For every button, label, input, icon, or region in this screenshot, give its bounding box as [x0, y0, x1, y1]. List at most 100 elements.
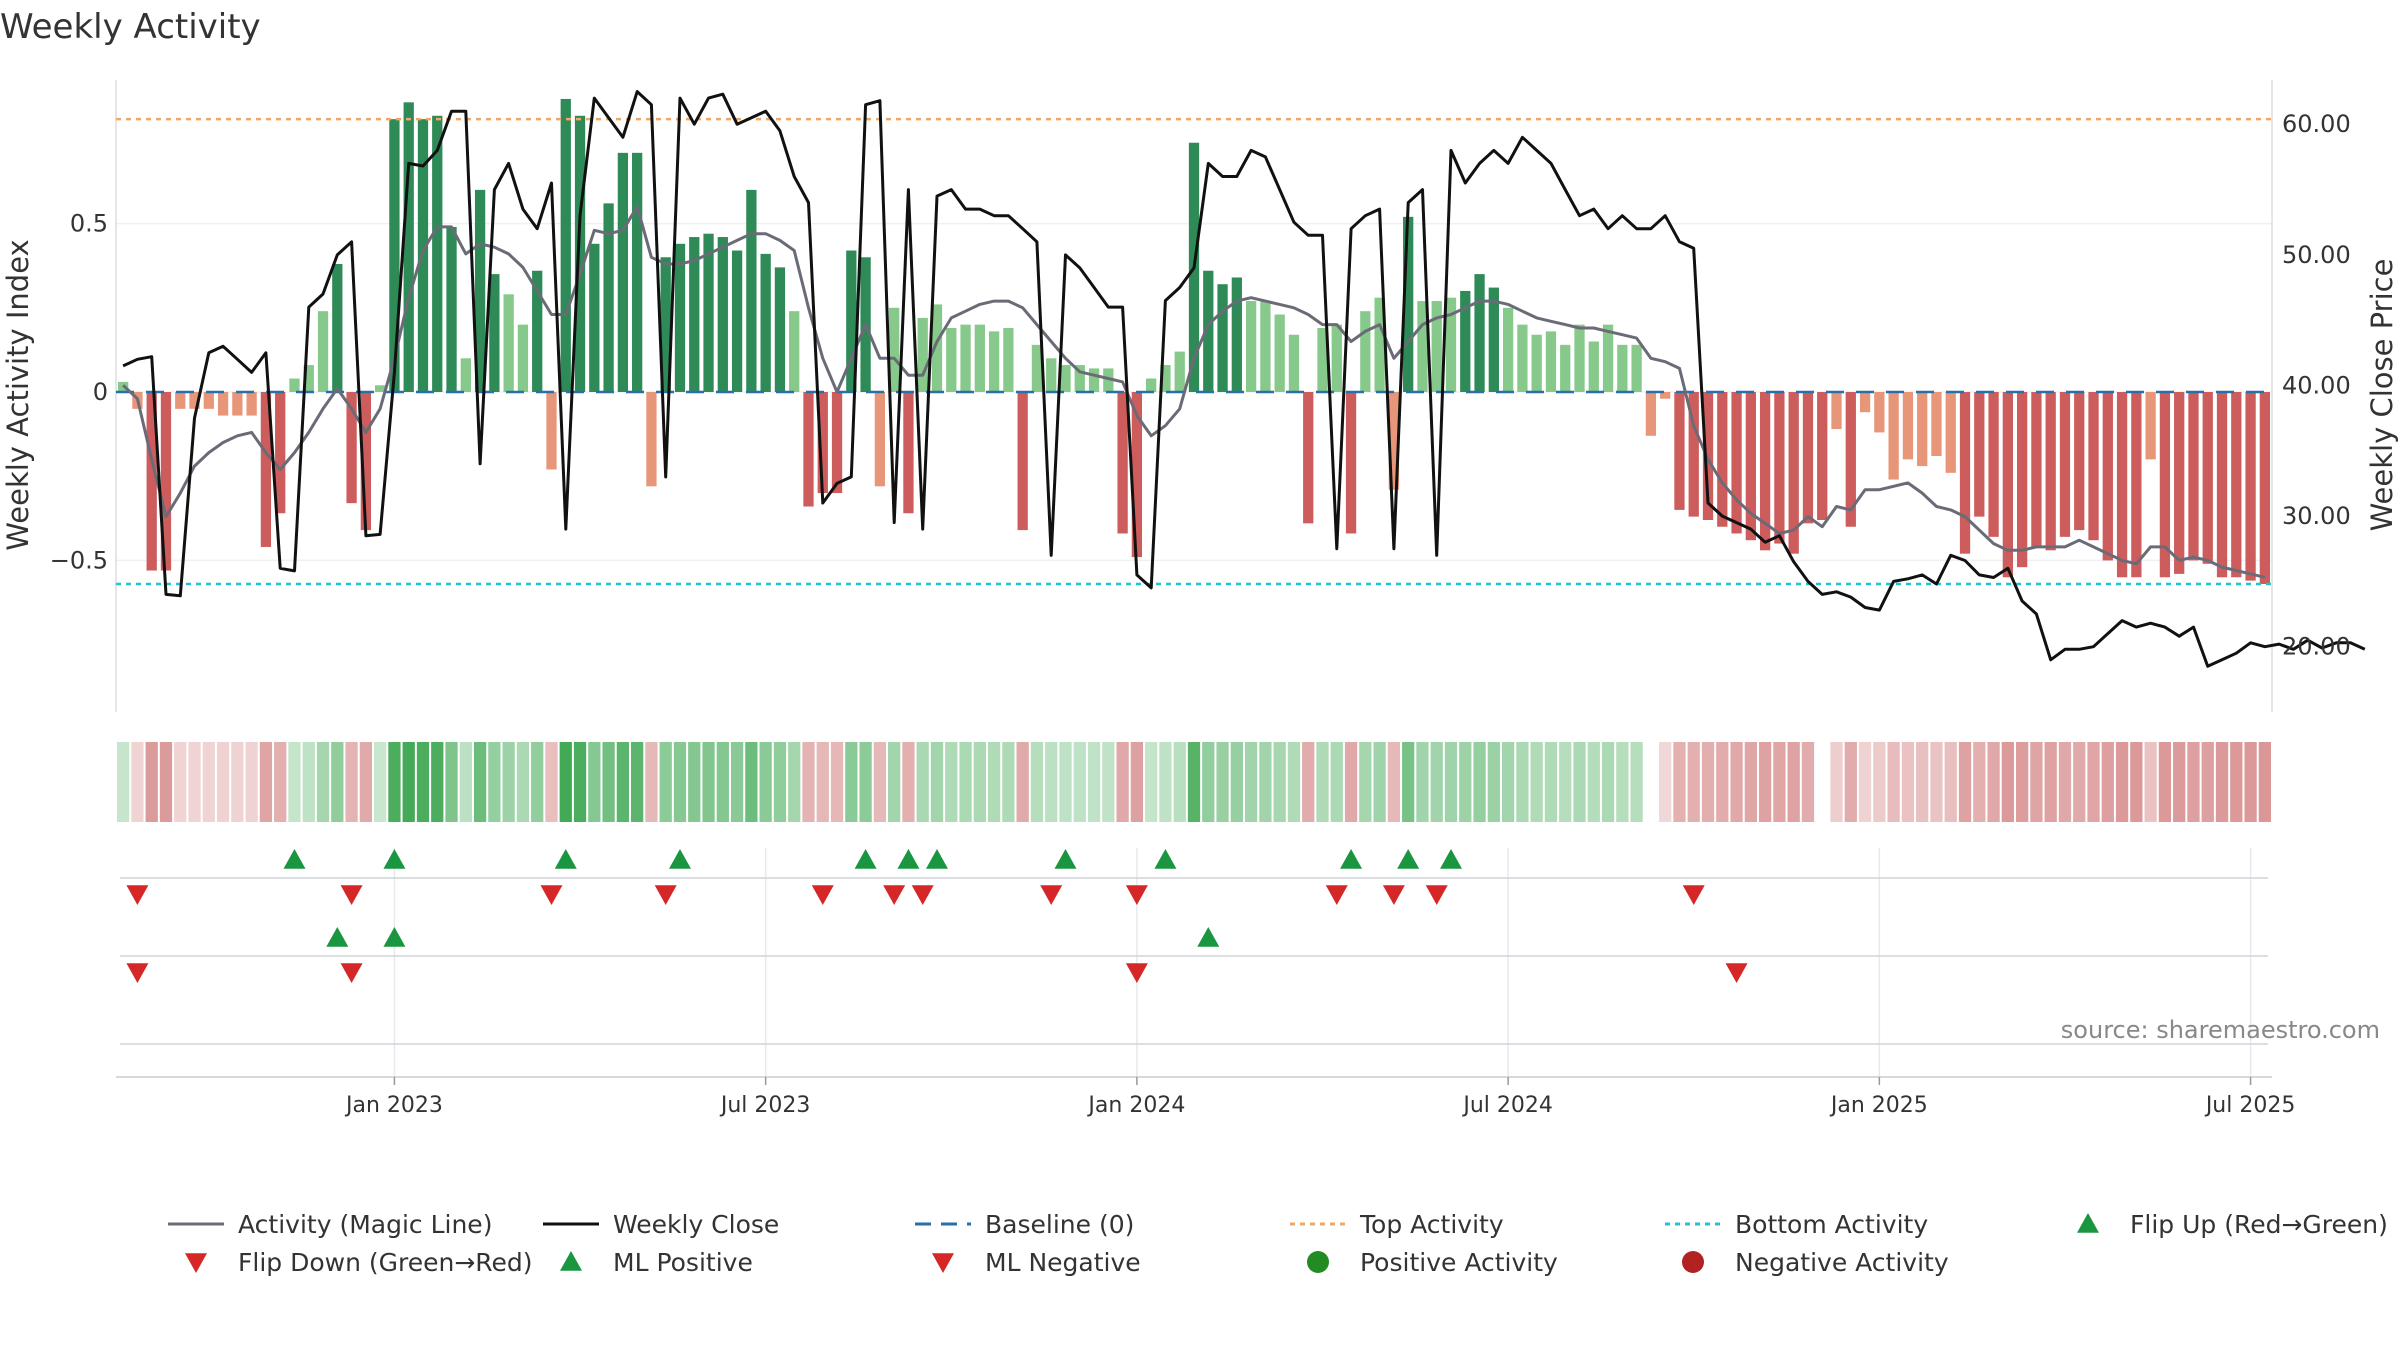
legend-item: Weekly Close [543, 1210, 779, 1239]
activity-strip-cell [516, 742, 530, 822]
right-tick-label: 50.00 [2282, 241, 2351, 269]
activity-strip-cell [1116, 742, 1129, 822]
negative-activity-bar [1945, 392, 1956, 473]
activity-strip-cell [2044, 742, 2057, 822]
negative-activity-bar [1902, 392, 1914, 460]
negative-activity-bar [2116, 392, 2128, 578]
ml-positive-marker [326, 927, 349, 947]
positive-activity-bar [317, 311, 329, 392]
positive-activity-bar [1617, 344, 1628, 392]
activity-strip-cell [802, 742, 815, 822]
activity-strip-cell [2173, 742, 2186, 822]
right-tick-label: 40.00 [2282, 371, 2351, 399]
flip-up-marker [1054, 849, 1077, 869]
activity-strip-cell [331, 742, 344, 822]
positive-activity-bar [1460, 290, 1471, 392]
activity-strip-cell [2058, 742, 2072, 822]
chart-title: Weekly Activity [0, 7, 261, 47]
activity-strip-cell [402, 742, 415, 822]
negative-activity-bar [2159, 392, 2171, 578]
legend-label: Activity (Magic Line) [238, 1210, 492, 1239]
negative-activity-bar [831, 392, 843, 494]
activity-strip-cell [288, 742, 301, 822]
activity-strip-cell [888, 742, 901, 822]
activity-strip-cell [2201, 742, 2214, 822]
negative-activity-bar [2231, 392, 2242, 578]
activity-strip-cell [588, 742, 601, 822]
flip-down-marker [811, 885, 834, 905]
negative-activity-bar [2145, 392, 2156, 460]
positive-activity-bar [689, 237, 700, 392]
positive-activity-bar [517, 324, 529, 392]
activity-strip-cell [1230, 742, 1243, 822]
negative-activity-bar [546, 392, 557, 470]
positive-activity-bar [1245, 301, 1257, 392]
activity-strip-cell [1673, 742, 1686, 822]
negative-activity-bar [203, 392, 214, 409]
positive-activity-bar [446, 226, 457, 392]
activity-strip-cell [2115, 742, 2129, 822]
positive-activity-bar [1545, 331, 1557, 392]
activity-strip-cell [1330, 742, 1343, 822]
legend-item: Baseline (0) [915, 1210, 1134, 1239]
activity-strip-cell [930, 742, 944, 822]
legend-item: Bottom Activity [1665, 1210, 1928, 1239]
activity-strip-cell [2158, 742, 2172, 822]
activity-strip-cell [1901, 742, 1915, 822]
legend-item: Top Activity [1290, 1210, 1504, 1239]
flip-down-marker [911, 885, 934, 905]
x-tick-label: Jul 2024 [1461, 1093, 1553, 1118]
activity-strip-cell [716, 742, 729, 822]
legend-item: Flip Down (Green→Red) [185, 1248, 533, 1277]
legend-label: Positive Activity [1360, 1248, 1558, 1277]
positive-activity-bar [560, 98, 571, 393]
negative-activity-bar [803, 392, 814, 507]
legend-item: Flip Up (Red→Green) [2077, 1210, 2388, 1239]
positive-activity-bar [988, 331, 1000, 392]
event-marker-rows [120, 849, 2268, 1045]
legend-swatch [560, 1251, 582, 1271]
positive-activity-bar [617, 152, 629, 392]
activity-strip-cell [1202, 742, 1215, 822]
activity-strip-cell [1430, 742, 1443, 822]
activity-strip-cell [1887, 742, 1900, 822]
negative-activity-bar [1802, 392, 1814, 524]
activity-strip-cell [316, 742, 330, 822]
activity-strip-cell [1744, 742, 1757, 822]
negative-activity-bar [2031, 392, 2042, 547]
activity-strip-cell [1501, 742, 1515, 822]
activity-strip-cell [202, 742, 215, 822]
activity-strip-cell [1187, 742, 1201, 822]
activity-strip-cell [459, 742, 472, 822]
activity-strip-cell [1687, 742, 1700, 822]
activity-strip-cell [631, 742, 644, 822]
legend-swatch [185, 1253, 207, 1273]
positive-activity-bar [289, 378, 300, 392]
activity-strip-cell [1359, 742, 1372, 822]
flip-up-marker [1340, 849, 1363, 869]
activity-strip-cell [1073, 742, 1086, 822]
legend-swatch [932, 1253, 954, 1273]
activity-strip-cell [745, 742, 758, 822]
activity-strip-cell [488, 742, 501, 822]
activity-strip-cell [616, 742, 630, 822]
positive-activity-bar [1160, 365, 1171, 392]
activity-strip-cell [1601, 742, 1615, 822]
activity-strip-cell [959, 742, 972, 822]
negative-activity-bar [1845, 392, 1856, 527]
activity-strip-cell [2230, 742, 2243, 822]
activity-strip-cell [1587, 742, 1600, 822]
ml-positive-marker [1197, 927, 1220, 947]
flip-down-marker [126, 885, 149, 905]
activity-magic-line [122, 205, 2266, 579]
activity-strip-cell [1630, 742, 1643, 822]
negative-activity-bar [2016, 392, 2028, 568]
activity-strip-cell [1216, 742, 1229, 822]
legend-item: Positive Activity [1307, 1248, 1558, 1277]
negative-activity-bar [1345, 392, 1357, 534]
activity-strip-cell [1473, 742, 1486, 822]
activity-strip-cell [902, 742, 915, 822]
positive-activity-bar [774, 267, 786, 392]
negative-activity-bar [903, 392, 914, 514]
negative-activity-bar [1017, 392, 1028, 531]
